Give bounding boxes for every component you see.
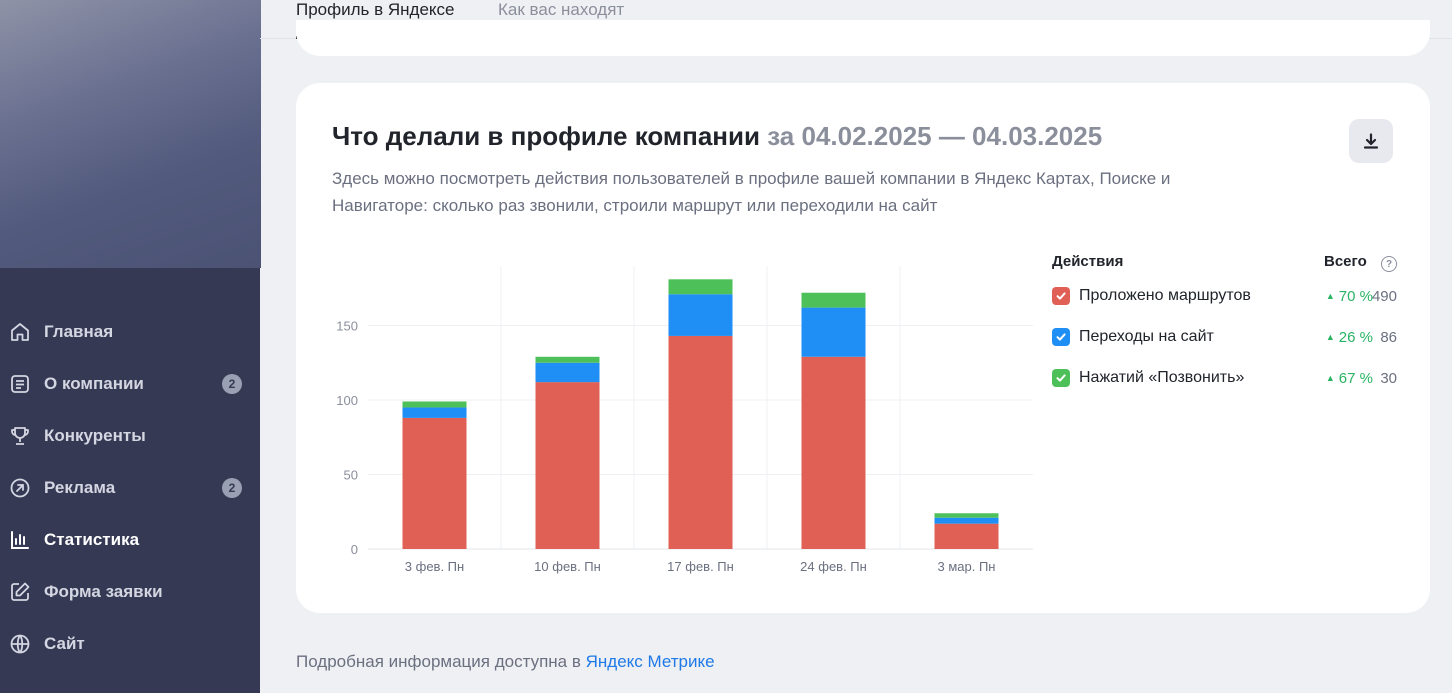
legend-item-change: ▲ 70 % (1326, 288, 1373, 305)
sidebar: Главная О компании 2 Конкуренты Реклама … (0, 0, 261, 693)
x-tick-label: 24 фев. Пн (800, 559, 867, 574)
tab-label: Как вас находят (498, 0, 625, 19)
bar-segment (668, 279, 733, 295)
legend-header: Действия Всего ? (1052, 253, 1397, 277)
triangle-up-icon: ▲ (1325, 373, 1335, 383)
legend-total-label: Всего (1324, 253, 1367, 270)
legend-checkbox-routes[interactable] (1052, 287, 1070, 305)
sidebar-item-label: Сайт (44, 634, 85, 653)
x-tick-label: 10 фев. Пн (534, 559, 601, 574)
sidebar-item-label: Реклама (44, 478, 116, 497)
check-icon (1056, 374, 1066, 382)
change-value: 70 % (1338, 288, 1373, 305)
globe-icon (8, 632, 32, 656)
sidebar-item-label: Конкуренты (44, 426, 146, 445)
sidebar-item-label: О компании (44, 374, 144, 393)
bar-chart-icon (8, 528, 32, 552)
change-value: 67 % (1338, 370, 1373, 387)
card-period: за 04.02.2025 — 04.03.2025 (767, 121, 1103, 151)
check-icon (1056, 333, 1066, 341)
legend-item-calls: Нажатий «Позвонить» ▲ 67 % 30 (1052, 359, 1397, 400)
legend-item-site-visits: Переходы на сайт ▲ 26 % 86 (1052, 318, 1397, 359)
counter-badge: 2 (222, 374, 242, 394)
x-tick-label: 3 фев. Пн (405, 559, 464, 574)
sidebar-item-statistics[interactable]: Статистика (0, 514, 260, 566)
triangle-up-icon: ▲ (1325, 291, 1335, 301)
legend-item-name: Переходы на сайт (1079, 328, 1214, 345)
footer-text: Подробная информация доступна в (296, 652, 581, 671)
x-tick-label: 3 мар. Пн (938, 559, 996, 574)
sidebar-item-site[interactable]: Сайт (0, 618, 260, 670)
bar-segment (535, 362, 600, 383)
bar-segment (801, 307, 866, 357)
y-tick-label: 0 (351, 542, 358, 557)
triangle-up-icon: ▲ (1325, 332, 1335, 342)
chart-legend: Действия Всего ? Проложено маршрутов ▲ 70… (1052, 253, 1397, 400)
actions-card: Что делали в профиле компании за 04.02.2… (296, 83, 1430, 613)
sidebar-item-home[interactable]: Главная (0, 306, 260, 358)
y-tick-label: 50 (344, 468, 358, 483)
footer-note: Подробная информация доступна в Яндекс М… (296, 652, 715, 672)
bar-segment (668, 335, 733, 549)
legend-checkbox-site-visits[interactable] (1052, 328, 1070, 346)
legend-item-total: 86 (1380, 329, 1397, 346)
legend-item-name: Проложено маршрутов (1079, 287, 1251, 304)
sidebar-item-label: Форма заявки (44, 582, 163, 601)
card-title: Что делали в профиле компании за 04.02.2… (332, 121, 1102, 152)
sidebar-item-competitors[interactable]: Конкуренты (0, 410, 260, 462)
metrika-link[interactable]: Яндекс Метрике (585, 652, 715, 671)
download-button[interactable] (1349, 119, 1393, 163)
card-title-text: Что делали в профиле компании (332, 121, 760, 151)
bar-segment (535, 382, 600, 549)
change-value: 26 % (1338, 329, 1373, 346)
sidebar-item-request-form[interactable]: Форма заявки (0, 566, 260, 618)
bar-segment (402, 407, 467, 418)
check-icon (1056, 292, 1066, 300)
card-description: Здесь можно посмотреть действия пользова… (332, 169, 1171, 215)
bar-segment (668, 294, 733, 336)
trophy-icon (8, 424, 32, 448)
legend-item-routes: Проложено маршрутов ▲ 70 % 490 (1052, 277, 1397, 318)
question-icon[interactable]: ? (1381, 256, 1397, 272)
legend-header-label: Действия (1052, 253, 1124, 270)
legend-item-change: ▲ 67 % (1326, 370, 1373, 387)
legend-item-change: ▲ 26 % (1326, 329, 1373, 346)
arrow-circle-icon (8, 476, 32, 500)
legend-item-name: Нажатий «Позвонить» (1079, 369, 1245, 386)
sidebar-item-label: Статистика (44, 530, 140, 549)
bar-segment (535, 356, 600, 363)
bar-segment (801, 356, 866, 549)
bar-segment (934, 513, 999, 518)
counter-badge: 2 (222, 478, 242, 498)
sidebar-item-label: Главная (44, 322, 114, 341)
tab-how-found[interactable]: Как вас находят (498, 0, 624, 38)
bar-segment (934, 523, 999, 549)
edit-icon (8, 580, 32, 604)
legend-item-total: 490 (1371, 288, 1397, 305)
download-icon (1362, 132, 1380, 150)
y-tick-label: 150 (336, 319, 358, 334)
sidebar-nav: Главная О компании 2 Конкуренты Реклама … (0, 306, 260, 670)
bar-segment (801, 292, 866, 308)
y-tick-label: 100 (336, 393, 358, 408)
document-icon (8, 372, 32, 396)
legend-checkbox-calls[interactable] (1052, 369, 1070, 387)
sidebar-item-ads[interactable]: Реклама 2 (0, 462, 260, 514)
bar-segment (934, 517, 999, 524)
company-cover-image (0, 0, 261, 268)
x-tick-label: 17 фев. Пн (667, 559, 734, 574)
stacked-bar-chart: 0 50 100 150 3 фев. Пн 10 фев. Пн 17 фев. Пн 24… (336, 266, 1033, 574)
home-icon (8, 320, 32, 344)
bar-segment (402, 417, 467, 549)
legend-item-total: 30 (1380, 370, 1397, 387)
bar-segment (402, 401, 467, 408)
previous-card (296, 20, 1430, 56)
sidebar-item-about[interactable]: О компании 2 (0, 358, 260, 410)
tab-label: Профиль в Яндексе (296, 0, 455, 19)
